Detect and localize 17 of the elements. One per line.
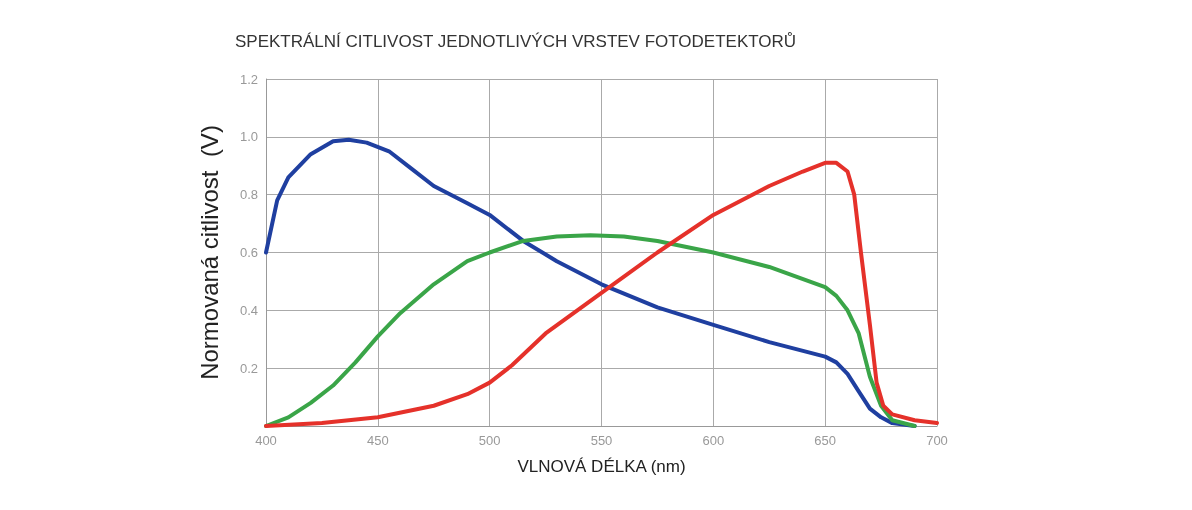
x-tick-label: 450 — [366, 433, 389, 448]
y-tick-label: 0.4 — [239, 302, 258, 318]
x-tick-label: 550 — [590, 433, 613, 448]
line-series — [264, 233, 917, 428]
x-tick-label: 500 — [478, 433, 501, 448]
x-tick-label: 650 — [814, 433, 837, 448]
x-tick-label: 400 — [255, 433, 277, 448]
y-tick-label: 0.6 — [239, 245, 258, 260]
x-tick-label: 700 — [926, 433, 948, 448]
y-tick-label: 0.2 — [239, 360, 258, 376]
x-tick-label: 600 — [702, 433, 725, 448]
chart-title: SPEKTRÁLNÍ CITLIVOST JEDNOTLIVÝCH VRSTEV FOTODETEKTORŮ — [235, 32, 797, 51]
y-tick-label: 1.0 — [239, 129, 258, 145]
y-tick-label: 1.2 — [239, 71, 258, 87]
y-axis-title: Normovaná citlivost (V) — [195, 125, 223, 380]
y-tick-label: 0.8 — [239, 187, 258, 203]
x-axis-title: VLNOVÁ DÉLKA (nm) — [517, 457, 686, 476]
